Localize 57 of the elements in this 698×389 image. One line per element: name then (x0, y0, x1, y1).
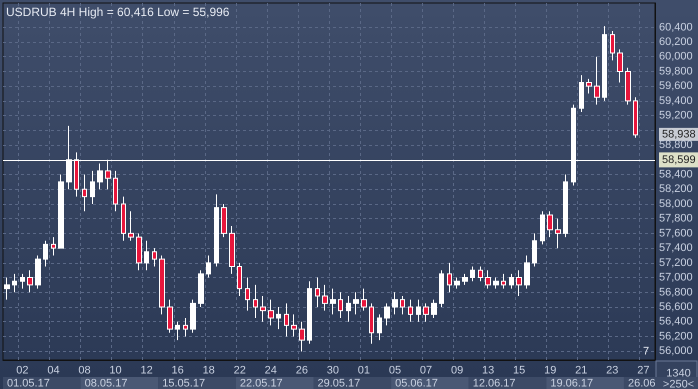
text: 26.06 (628, 378, 656, 389)
x-tick-label: 04 (47, 364, 60, 376)
x-tick-label: 13 (482, 364, 494, 376)
y-tick-label: 57,800 (659, 212, 693, 225)
text: 08.05.17 (84, 378, 128, 389)
x-tick-label: 09 (450, 364, 464, 376)
text: 15.05.17 (162, 378, 206, 389)
x-tick-label: 18 (202, 364, 215, 376)
x-tick-label: 02 (16, 364, 29, 376)
y-tick-label: 57,600 (659, 227, 693, 240)
y-tick-label: 57,200 (659, 256, 693, 269)
y-tick-label: 56,200 (659, 330, 693, 342)
x-tick-label: 16 (172, 364, 184, 376)
text: 22.05.17 (240, 378, 283, 389)
chart-title: USDRUB 4H High = 60,416 Low = 55,996 (6, 5, 230, 19)
x-tick-label: 22 (234, 364, 246, 376)
x-tick-label: 30 (326, 364, 340, 376)
x-tick-label: 12 (140, 364, 153, 376)
y-tick-label: 60,200 (659, 36, 693, 48)
x-tick-label: 08 (78, 364, 91, 376)
y-tick-label: 56,800 (659, 286, 693, 298)
y-tick-label: 58,200 (659, 183, 693, 196)
x-tick-label: 15 (513, 364, 526, 376)
annotation: 7 (643, 346, 650, 358)
y-tick-label: 56,400 (659, 316, 693, 328)
y-tick-label: 60,400 (659, 21, 693, 34)
y-tick-label: 57,400 (659, 242, 693, 254)
text: 29.05.17 (317, 378, 360, 389)
y-tick-label: 58,000 (659, 198, 693, 210)
y-tick-label: 56,600 (659, 301, 693, 313)
text: 1340 (666, 368, 691, 380)
y-tick-label: 57,000 (659, 272, 693, 284)
text: 05.06.17 (395, 378, 438, 389)
ref-line-label: 58,599 (662, 154, 696, 166)
text: 01.05.17 (7, 378, 50, 389)
x-tick-label: 01 (358, 364, 370, 376)
y-tick-label: 59,600 (659, 80, 693, 92)
y-tick-label: 58,400 (659, 168, 693, 181)
x-tick-label: 21 (575, 364, 588, 376)
y-tick-label: 59,400 (659, 94, 693, 107)
text: 12.06.17 (472, 378, 516, 389)
x-tick-label: 26 (296, 364, 308, 376)
text: >250< (662, 378, 694, 389)
y-tick-label: 60,000 (659, 50, 693, 63)
x-tick-label: 23 (606, 364, 618, 376)
x-tick-label: 27 (637, 364, 650, 376)
y-tick-label: 56,000 (659, 345, 693, 358)
y-tick-label: 59,200 (659, 110, 693, 122)
x-tick-label: 10 (109, 364, 122, 376)
text: 19.06.17 (550, 378, 594, 389)
y-tick-label: 58,800 (659, 139, 693, 152)
text: 58,938 (662, 128, 696, 140)
x-tick-label: 07 (420, 364, 432, 376)
y-tick-label: 59,800 (659, 65, 693, 78)
x-tick-label: 19 (544, 364, 556, 376)
x-tick-label: 05 (388, 364, 402, 376)
x-tick-label: 24 (264, 364, 277, 376)
